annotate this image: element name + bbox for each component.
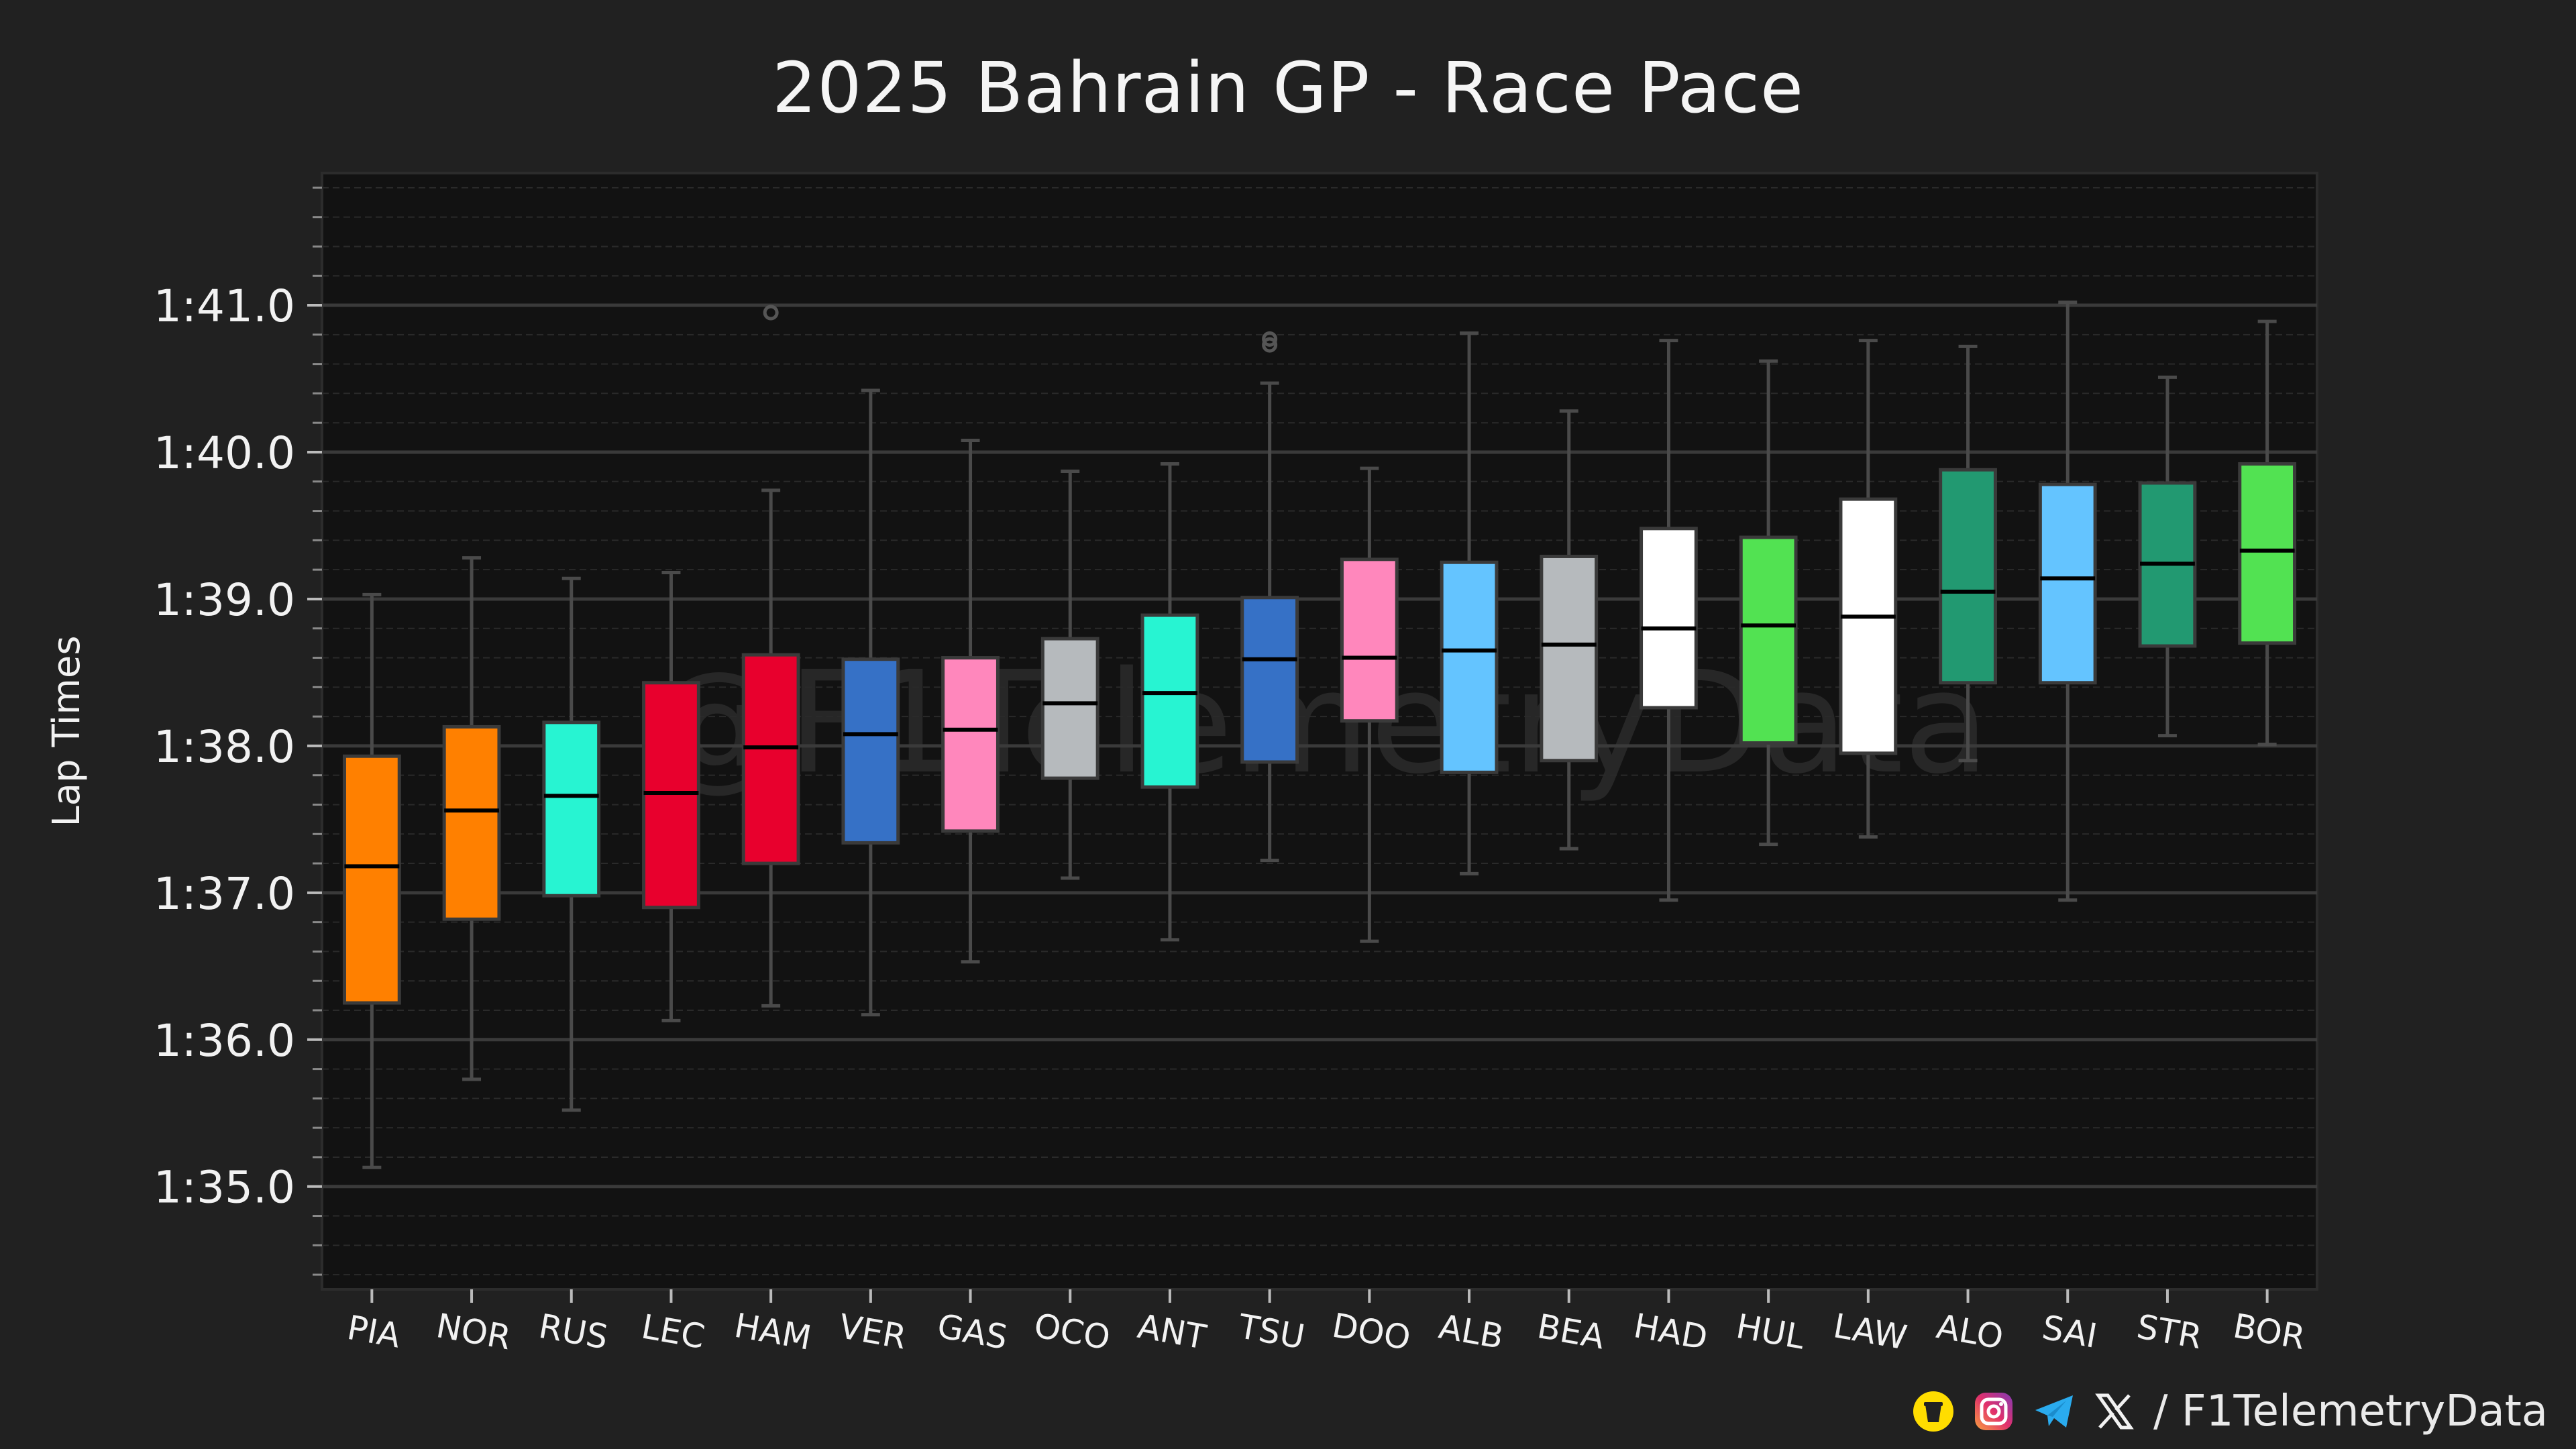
footer-handle: / F1TelemetryData (2153, 1387, 2548, 1436)
box-alo (1939, 344, 1997, 763)
x-tick-label: DOO (1330, 1306, 1414, 1358)
y-tick-label: 1:38.0 (154, 721, 295, 773)
x-tick-label: TSU (1235, 1307, 1307, 1356)
iqr-box (642, 681, 700, 910)
x-tick-label: RUS (536, 1307, 611, 1357)
x-tick-label: HAM (731, 1306, 814, 1358)
outlier-point (1262, 337, 1278, 353)
iqr-box (542, 720, 601, 898)
box-doo (1340, 466, 1399, 943)
x-tick-label: ALB (1436, 1307, 1507, 1356)
x-tick-label: STR (2134, 1307, 2205, 1356)
iqr-box (1440, 560, 1499, 774)
iqr-box (1939, 468, 1997, 685)
box-gas (941, 438, 1000, 964)
box-pia (342, 592, 401, 1169)
x-tick-label: NOR (433, 1306, 514, 1357)
outlier-point (763, 305, 779, 321)
iqr-box (2038, 482, 2097, 685)
y-axis-ticks: 1:35.0 1:36.0 1:37.0 1:38.0 1:39.0 1:40.0 1:41… (154, 186, 322, 1276)
instagram-icon[interactable] (1972, 1390, 2015, 1433)
x-tick-label: HAD (1631, 1306, 1711, 1357)
x-tick-label: HUL (1733, 1307, 1808, 1357)
box-rus (542, 576, 601, 1112)
outlier-point (1262, 331, 1278, 347)
box-ver (841, 388, 900, 1017)
iqr-box (1240, 596, 1299, 764)
box-hul (1739, 359, 1798, 847)
iqr-box (1839, 497, 1898, 755)
box-ham (741, 305, 800, 1008)
y-tick-label: 1:37.0 (154, 868, 295, 920)
iqr-box (741, 653, 800, 865)
iqr-box (442, 724, 501, 921)
y-tick-label: 1:40.0 (154, 427, 295, 479)
box-bea (1540, 409, 1599, 851)
box-oco (1040, 469, 1099, 880)
x-tick-label: BEA (1534, 1307, 1607, 1357)
box-tsu (1240, 331, 1299, 863)
iqr-box (1040, 637, 1099, 780)
buymeacoffee-icon[interactable] (1912, 1390, 1955, 1433)
iqr-box (1739, 535, 1798, 745)
x-tick-label: SAI (2039, 1308, 2100, 1356)
box-ant (1140, 462, 1199, 942)
box-law (1839, 339, 1898, 839)
iqr-box (1640, 527, 1698, 710)
x-icon[interactable] (2093, 1390, 2136, 1433)
telegram-icon[interactable] (2033, 1390, 2076, 1433)
x-axis-ticks: PIA NOR RUS LEC HAM VER GAS OCO ANT TSU DOO ALB BEA H… (344, 1289, 2308, 1358)
x-tick-label: OCO (1031, 1306, 1113, 1358)
iqr-box (1540, 554, 1599, 763)
x-tick-label: LEC (639, 1307, 708, 1357)
box-sai (2038, 301, 2097, 902)
iqr-box (1340, 557, 1399, 723)
x-tick-label: ALO (1933, 1307, 2006, 1356)
x-tick-label: VER (836, 1307, 909, 1357)
iqr-box (941, 656, 1000, 833)
y-tick-label: 1:39.0 (154, 574, 295, 626)
y-tick-label: 1:41.0 (154, 280, 295, 332)
iqr-box (342, 754, 401, 1005)
x-tick-label: GAS (934, 1307, 1010, 1357)
x-tick-label: LAW (1831, 1306, 1910, 1357)
box-series (342, 301, 2297, 1169)
iqr-box (2238, 462, 2297, 645)
iqr-box (1140, 613, 1199, 789)
x-tick-label: BOR (2231, 1306, 2308, 1357)
box-nor (442, 556, 501, 1081)
box-lec (642, 571, 700, 1022)
y-axis-label: Lap Times (45, 635, 89, 826)
chart-title: 2025 Bahrain GP - Race Pace (772, 47, 1804, 129)
x-tick-label: ANT (1135, 1307, 1210, 1357)
y-tick-label: 1:36.0 (154, 1015, 295, 1067)
iqr-box (841, 657, 900, 845)
box-alb (1440, 331, 1499, 875)
box-str (2138, 375, 2197, 738)
social-footer: / F1TelemetryData (1912, 1379, 2548, 1444)
box-bor (2238, 319, 2297, 747)
y-tick-label: 1:35.0 (154, 1162, 295, 1214)
x-tick-label: PIA (344, 1308, 403, 1356)
box-had (1640, 339, 1698, 902)
